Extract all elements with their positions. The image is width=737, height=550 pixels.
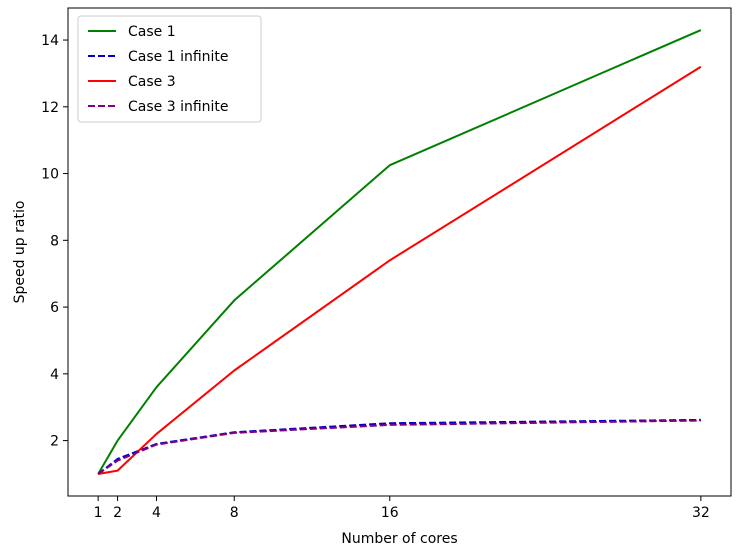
legend-label: Case 3 [128,74,176,90]
x-tick-label: 1 [94,505,103,521]
legend: Case 1 Case 1 infinite Case 3 Case 3 infini… [77,15,262,123]
x-tick-label: 4 [152,505,161,521]
x-tick-label: 32 [692,505,710,521]
y-axis-label: Speed up ratio [12,201,28,304]
plot-frame [67,7,732,497]
legend-label: Case 1 [128,24,176,40]
x-axis: 1 2 4 8 16 32 [94,496,710,521]
series-line-case-1 [97,29,702,475]
x-tick-label: 2 [113,505,122,521]
y-tick-label: 6 [50,300,59,316]
y-tick-label: 10 [41,167,59,183]
x-axis-label: Number of cores [341,531,457,547]
y-tick-label: 4 [50,367,59,383]
y-tick-label: 14 [41,33,59,49]
series-line-case-3-infinite [97,419,701,475]
y-tick-label: 8 [50,233,59,249]
legend-label: Case 3 infinite [128,99,229,115]
legend-label: Case 1 infinite [128,49,229,65]
series-layer [97,29,702,475]
x-tick-label: 16 [381,505,399,521]
legend-box [77,15,262,123]
x-tick-label: 8 [230,505,239,521]
y-axis: 2 4 6 8 10 12 14 [41,33,68,450]
series-line-case-3 [97,65,702,475]
y-tick-label: 2 [50,434,59,450]
y-tick-label: 12 [41,100,59,116]
